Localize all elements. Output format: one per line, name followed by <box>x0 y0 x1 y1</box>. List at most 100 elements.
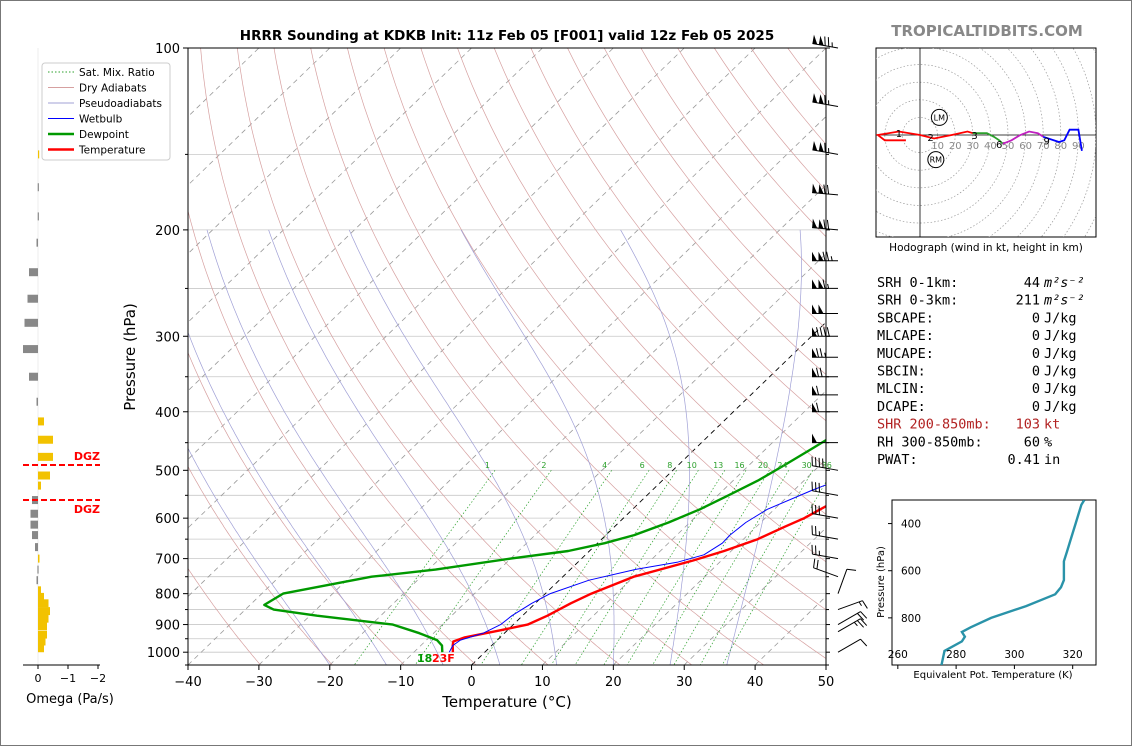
index-value: 44 <box>1024 275 1040 291</box>
isotherm-line <box>188 48 756 598</box>
barb-flag <box>812 402 817 412</box>
skewt-background <box>188 48 826 665</box>
mix-ratio-line <box>354 470 496 665</box>
barb-full <box>823 184 826 194</box>
y-tick-label: 1000 <box>147 646 180 661</box>
index-value: 0 <box>1032 310 1040 326</box>
barb-full <box>819 327 823 337</box>
barb-staff <box>812 465 839 471</box>
wind-barb <box>811 504 839 519</box>
barb-flag <box>812 279 817 289</box>
barb-flag <box>818 279 824 289</box>
index-value: 0 <box>1032 364 1040 380</box>
index-value: 0.41 <box>1007 452 1040 468</box>
index-label: PWAT: <box>877 452 918 468</box>
index-unit: J/kg <box>1044 399 1077 415</box>
theta-e-profile <box>940 500 1086 665</box>
mix-ratio-label: 24 <box>777 461 787 470</box>
theta-e-x-tick-label: 260 <box>888 649 908 661</box>
barb-full <box>816 367 819 377</box>
barb-staff <box>813 567 839 578</box>
wind-barb <box>812 218 839 231</box>
omega-bar <box>38 637 46 646</box>
dgz-label: DGZ <box>74 450 100 463</box>
mix-ratio-label: 2 <box>541 461 546 470</box>
moist-adiabat <box>268 229 501 665</box>
moist-adiabat <box>188 447 331 665</box>
y-tick-label: 100 <box>155 42 180 57</box>
dewpoint-profile <box>263 438 826 653</box>
index-value: 60 <box>1024 434 1040 450</box>
index-label: SRH 0-1km: <box>877 275 958 291</box>
legend-label: Wetbulb <box>79 114 123 126</box>
y-tick-label: 200 <box>155 224 180 239</box>
hodo-ring-label: 40 <box>984 141 997 152</box>
mix-ratio-line <box>414 470 552 665</box>
mix-ratio-label: 6 <box>640 461 645 470</box>
barb-full <box>860 611 868 619</box>
barb-flag <box>812 93 818 103</box>
barb-full <box>857 620 864 628</box>
hodo-ring-label: 50 <box>1002 141 1015 152</box>
mix-ratio-line <box>721 481 826 665</box>
barb-full <box>819 367 823 377</box>
omega-bar <box>38 150 40 159</box>
barb-full <box>822 279 826 289</box>
wind-barb <box>812 433 838 444</box>
isotherm-line <box>258 115 826 665</box>
wind-barb <box>837 618 868 633</box>
x-tick-label: 20 <box>605 675 622 690</box>
mix-ratio-label: 30 <box>802 461 812 470</box>
dry-adiabat <box>273 48 693 665</box>
barb-full <box>816 348 819 358</box>
x-tick-label: 50 <box>818 675 835 690</box>
wind-barb <box>837 600 868 611</box>
index-label: DCAPE: <box>877 399 926 415</box>
mix-ratio-line <box>551 470 677 665</box>
index-unit: % <box>1044 434 1052 450</box>
barb-staff <box>812 513 839 519</box>
omega-bar <box>38 481 41 490</box>
moist-adiabat <box>188 331 387 665</box>
barb-flag <box>818 304 824 314</box>
omega-bar <box>38 614 49 623</box>
hodograph: 10 20 30 40 50 60 70 80 90 1 2 3 6 9 LM RM <box>876 48 1096 237</box>
legend-label: Sat. Mix. Ratio <box>79 67 155 79</box>
hodo-trace <box>972 132 1004 145</box>
wind-barb <box>812 141 839 155</box>
isotherm-line <box>542 390 826 665</box>
index-unit: J/kg <box>1044 328 1077 344</box>
storm-motion-label: RM <box>930 156 943 165</box>
y-tick-label: 500 <box>155 464 180 479</box>
moist-adiabat <box>620 229 690 665</box>
dry-adiabat <box>188 465 333 665</box>
hodo-height-label: 9 <box>1044 136 1050 147</box>
barb-flag <box>812 367 817 377</box>
hodo-trace <box>1042 128 1083 151</box>
mix-ratio-label: 1 <box>485 461 490 470</box>
theta-e-frame <box>891 499 1097 666</box>
hodo-height-label: 3 <box>971 131 977 142</box>
omega-bar <box>30 520 38 529</box>
hodo-height-label: 6 <box>996 140 1002 151</box>
y-tick-label: 300 <box>155 330 180 345</box>
isotherm-line <box>329 184 826 665</box>
storm-motion-label: LM <box>934 113 945 122</box>
barb-half <box>858 601 862 607</box>
barb-full <box>816 402 819 412</box>
mix-ratio-label: 13 <box>713 461 723 470</box>
omega-bar <box>38 592 44 601</box>
omega-bar <box>38 630 47 639</box>
moist-adiabat <box>206 229 444 665</box>
barb-full <box>846 568 857 571</box>
skewt-profiles <box>263 438 826 653</box>
barb-full <box>857 613 864 621</box>
barb-full <box>819 348 823 358</box>
barb-flag <box>818 94 824 105</box>
y-axis-label: Pressure (hPa) <box>121 303 139 411</box>
dry-adiabat <box>567 48 826 376</box>
barb-staff <box>837 611 861 625</box>
dry-adiabat <box>603 48 826 330</box>
wind-barb <box>812 93 839 108</box>
